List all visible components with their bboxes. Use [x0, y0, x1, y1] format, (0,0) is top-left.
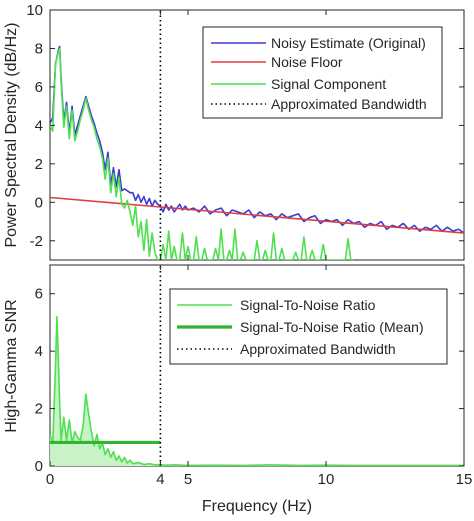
snr-y-axis-label: High-Gamma SNR — [3, 299, 20, 432]
psd-y-tick-label: 10 — [26, 2, 43, 19]
psd-y-tick-label: 2 — [35, 156, 43, 173]
legend-label-bandwidth-bottom: Approximated Bandwidth — [240, 341, 396, 357]
psd-legend: Noisy Estimate (Original) Noise Floor Si… — [202, 26, 443, 119]
legend-label-noisy-estimate: Noisy Estimate (Original) — [271, 35, 426, 51]
snr-y-tick-label: 6 — [35, 286, 43, 303]
x-axis-label: Frequency (Hz) — [202, 498, 312, 515]
snr-y-tick-label: 0 — [35, 458, 43, 475]
psd-series-noise-floor — [50, 196, 464, 234]
legend-label-snr: Signal-To-Noise Ratio — [240, 297, 376, 313]
psd-panel: -2 0 2 4 6 8 10 Power Spectral Density (dB/Hz)… — [3, 2, 465, 261]
snr-legend: Signal-To-Noise Ratio Signal-To-Noise Ra… — [169, 288, 448, 365]
psd-y-tick-label: -2 — [30, 233, 43, 250]
psd-series-noisy-estimate-original — [50, 45, 464, 234]
psd-legend-box — [202, 26, 443, 119]
x-tick-label: 15 — [456, 471, 473, 488]
legend-label-signal-component: Signal Component — [271, 76, 386, 92]
legend-label-snr-mean: Signal-To-Noise Ratio (Mean) — [240, 319, 424, 335]
x-tick-label: 10 — [318, 471, 335, 488]
psd-plot-area — [50, 10, 464, 260]
psd-y-tick-label: 0 — [35, 194, 43, 211]
snr-panel: 0 4 5 10 15 0 2 4 6 High-Gamma SNR Frequency (Hz… — [3, 264, 473, 515]
snr-axis-ticks: 0 4 5 10 15 0 2 4 6 — [35, 265, 473, 488]
legend-label-approximated-bandwidth: Approximated Bandwidth — [271, 96, 427, 112]
legend-label-noise-floor: Noise Floor — [271, 54, 343, 70]
psd-y-tick-label: 8 — [35, 40, 43, 57]
psd-series-signal-component — [50, 47, 354, 260]
x-tick-label: 4 — [156, 471, 164, 488]
snr-series-signal-to-noise-ratio-fill — [50, 316, 464, 466]
x-tick-label: 5 — [184, 471, 192, 488]
psd-y-tick-label: 4 — [35, 117, 43, 134]
snr-y-tick-label: 2 — [35, 401, 43, 418]
x-tick-label: 0 — [46, 471, 54, 488]
psd-y-tick-label: 6 — [35, 79, 43, 96]
snr-plot-area — [50, 265, 464, 466]
psd-plot-frame — [49, 9, 465, 261]
psd-axis-ticks: -2 0 2 4 6 8 10 — [26, 2, 465, 260]
psd-y-axis-label: Power Spectral Density (dB/Hz) — [3, 23, 20, 248]
snr-y-tick-label: 4 — [35, 343, 43, 360]
snr-series-signal-to-noise-ratio — [50, 315, 464, 466]
